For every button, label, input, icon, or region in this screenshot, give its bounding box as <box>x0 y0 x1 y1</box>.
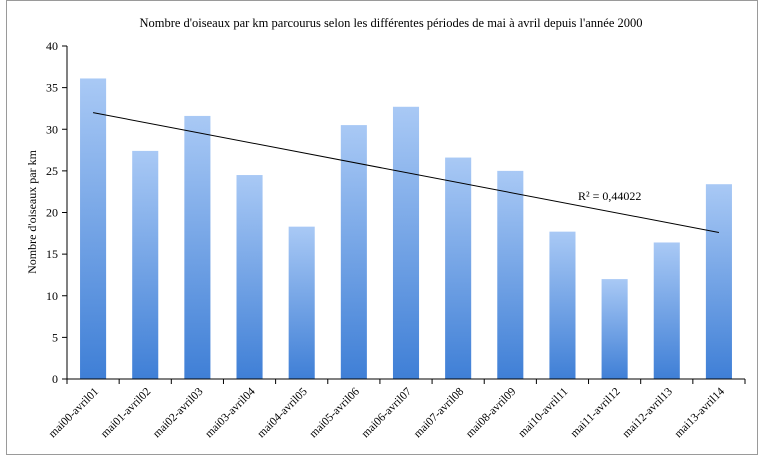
bar <box>392 106 420 380</box>
bar <box>653 242 680 379</box>
r-squared-label: R² = 0,44022 <box>578 189 641 203</box>
y-axis-label: Nombre d'oiseaux par km <box>25 149 39 273</box>
x-tick-label: mai00-avril01 <box>47 385 102 440</box>
trendline <box>92 112 720 233</box>
x-tick-label: mai04-avril05 <box>255 385 310 440</box>
x-tick-label: mai03-avril04 <box>203 385 258 440</box>
bar <box>340 125 367 380</box>
x-tick-label: mai07-avril08 <box>412 385 467 440</box>
y-tick-label: 40 <box>46 39 58 53</box>
x-tick-label: mai08-avril09 <box>464 385 519 440</box>
y-tick-label: 5 <box>52 330 58 344</box>
y-tick-label: 10 <box>46 289 58 303</box>
y-tick-label: 15 <box>46 247 58 261</box>
x-tick-label: mai13-avril14 <box>672 385 727 440</box>
bar <box>549 231 576 379</box>
bar <box>132 150 159 379</box>
y-axis-ticks: 0 5 10 15 20 25 30 35 40 <box>46 39 67 386</box>
x-tick-label: mai12-avril13 <box>620 385 675 440</box>
x-axis-ticks: mai00-avril01mai01-avril02mai02-avril03m… <box>47 379 746 440</box>
chart-title: Nombre d'oiseaux par km parcourus selon … <box>139 16 642 30</box>
x-tick-label: mai01-avril02 <box>99 385 154 440</box>
bar <box>497 170 524 379</box>
x-tick-label: mai06-avril07 <box>360 385 415 440</box>
bar <box>445 157 472 379</box>
bar <box>184 115 211 380</box>
bar <box>288 226 315 379</box>
bar <box>601 279 628 379</box>
bars <box>80 78 732 380</box>
bar <box>705 184 732 379</box>
x-tick-label: mai10-avril11 <box>516 385 570 439</box>
x-tick-label: mai05-avril06 <box>307 385 362 440</box>
y-tick-label: 30 <box>46 122 58 136</box>
y-tick-label: 20 <box>46 206 58 220</box>
x-tick-label: mai02-avril03 <box>151 385 206 440</box>
y-tick-label: 0 <box>52 372 58 386</box>
bar <box>236 175 263 379</box>
y-tick-label: 25 <box>46 164 58 178</box>
x-tick-label: mai11-avril12 <box>568 385 622 439</box>
bar <box>80 78 107 379</box>
y-tick-label: 35 <box>46 81 58 95</box>
